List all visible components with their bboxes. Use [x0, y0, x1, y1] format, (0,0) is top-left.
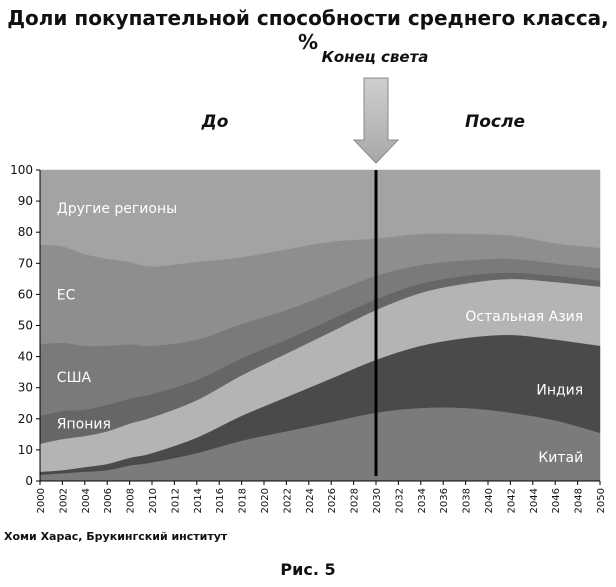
area-other	[39, 169, 601, 267]
x-tick-label: 2002	[58, 488, 69, 513]
y-tick-label: 70	[18, 256, 33, 270]
x-tick-label: 2004	[81, 488, 92, 513]
label-india: Индия	[536, 382, 583, 398]
marker-label: Конец света	[321, 48, 429, 66]
x-tick-label: 2010	[148, 488, 159, 513]
after-label: После	[465, 112, 525, 132]
y-tick-label: 40	[18, 350, 33, 364]
x-tick-label: 2014	[193, 488, 204, 513]
area-layers	[39, 169, 601, 482]
x-tick-label: 2040	[484, 488, 495, 513]
x-tick-label: 2046	[551, 488, 562, 513]
x-tick-label: 2016	[215, 488, 226, 513]
label-other: Другие регионы	[57, 201, 177, 217]
chart-title: Доли покупательной способности среднего …	[7, 6, 609, 54]
label-china: Китай	[538, 450, 583, 466]
label-japan: Япония	[57, 417, 111, 433]
y-axis: 0 10 20 30 40 50 60 70 80 90 100	[10, 163, 41, 488]
y-tick-label: 0	[25, 474, 33, 488]
x-tick-label: 2030	[372, 488, 383, 513]
figure-caption: Рис. 5	[280, 560, 336, 579]
x-tick-label: 2048	[574, 488, 585, 513]
y-tick-label: 10	[18, 443, 33, 457]
x-tick-label: 2020	[260, 488, 271, 513]
y-tick-label: 20	[18, 412, 33, 426]
region-labels: Китай Индия Остальная Азия Япония США ЕС Други…	[57, 201, 583, 466]
label-other_asia: Остальная Азия	[465, 309, 583, 325]
x-tick-label: 2036	[439, 488, 450, 513]
x-tick-label: 2028	[350, 488, 361, 513]
y-tick-label: 80	[18, 225, 33, 239]
x-tick-label: 2022	[282, 488, 293, 513]
source-note: Хоми Харас, Брукингский институт	[4, 530, 228, 543]
down-arrow-icon	[352, 77, 400, 164]
x-tick-label: 2044	[529, 488, 540, 513]
x-tick-label: 2034	[417, 488, 428, 513]
y-tick-label: 90	[18, 194, 33, 208]
x-tick-label: 2042	[506, 488, 517, 513]
y-tick-label: 100	[10, 163, 33, 177]
x-axis: 2000 2002 2004 2006 2008 2010 2012 2014 2016 2018…	[36, 480, 607, 513]
x-tick-label: 2018	[238, 488, 249, 513]
x-tick-label: 2000	[36, 488, 47, 513]
x-tick-label: 2026	[327, 488, 338, 513]
label-eu: ЕС	[57, 287, 76, 303]
y-tick-label: 30	[18, 381, 33, 395]
x-tick-label: 2032	[394, 488, 405, 513]
x-tick-label: 2050	[596, 488, 607, 513]
x-tick-label: 2008	[126, 488, 137, 513]
y-tick-label: 50	[18, 319, 33, 333]
y-tick-label: 60	[18, 287, 33, 301]
x-tick-label: 2012	[170, 488, 181, 513]
x-tick-label: 2024	[305, 488, 316, 513]
before-label: До	[201, 112, 229, 132]
label-usa: США	[57, 370, 92, 386]
x-tick-label: 2006	[103, 488, 114, 513]
marker-group	[352, 77, 400, 476]
x-tick-label: 2038	[462, 488, 473, 513]
